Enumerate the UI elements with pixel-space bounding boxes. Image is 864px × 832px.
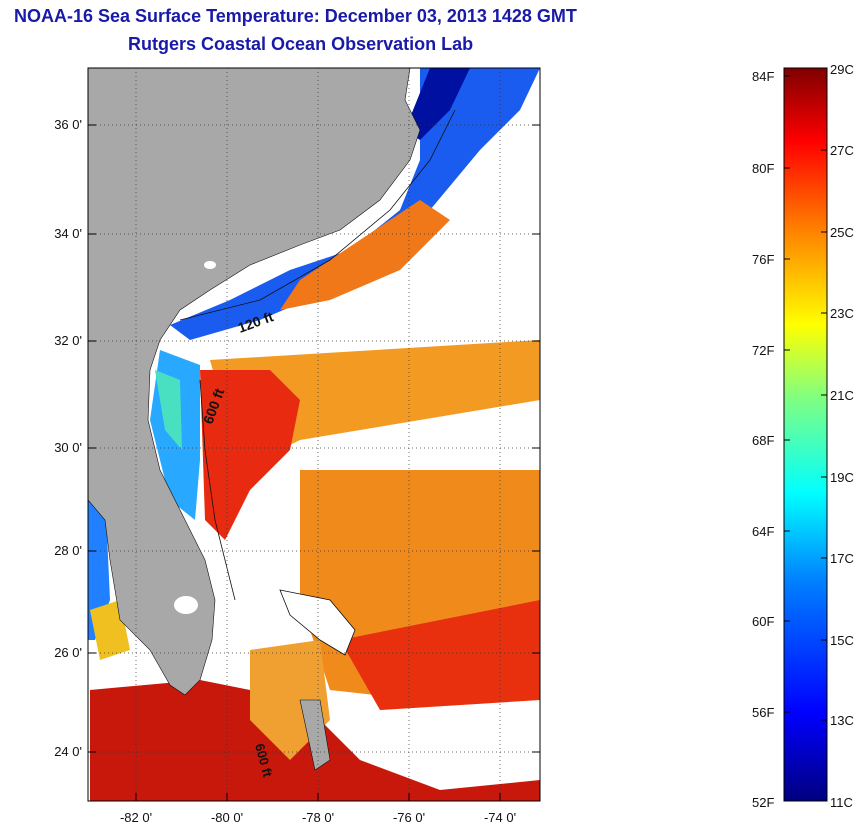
lon-label: -76 0' xyxy=(392,810,426,825)
lat-label: 34 0' xyxy=(54,226,82,241)
colorbar-label-f: 60F xyxy=(752,614,775,629)
lat-label: 36 0' xyxy=(54,117,82,132)
bahamas-bank xyxy=(279,589,356,656)
map-title: NOAA-16 Sea Surface Temperature: Decembe… xyxy=(14,6,577,26)
lat-label: 26 0' xyxy=(54,645,82,660)
shelf-cool-water xyxy=(170,68,540,340)
lat-label: 30 0' xyxy=(54,440,82,455)
colorbar-label-f: 72F xyxy=(752,343,775,358)
colorbar-label-c: 15C xyxy=(830,633,854,648)
land-mass xyxy=(88,68,421,696)
colorbar-label-c: 13C xyxy=(830,713,854,728)
graticule xyxy=(88,68,540,801)
colorbar-label-f: 68F xyxy=(752,433,775,448)
colorbar-label-f: 52F xyxy=(752,795,775,810)
map-frame xyxy=(87,67,541,802)
lat-label: 24 0' xyxy=(54,744,82,759)
lon-label: -74 0' xyxy=(483,810,517,825)
gulf-stream-core xyxy=(200,370,300,540)
lon-label: -80 0' xyxy=(210,810,244,825)
colorbar xyxy=(783,67,828,802)
isobath-600ft xyxy=(199,379,236,601)
colorbar-label-f: 84F xyxy=(752,69,775,84)
colorbar-label-c: 25C xyxy=(830,225,854,240)
colorbar-label-f: 64F xyxy=(752,524,775,539)
colorbar-label-c: 27C xyxy=(830,143,854,158)
colorbar-label-f: 56F xyxy=(752,705,775,720)
colorbar-label-c: 11C xyxy=(830,795,853,810)
colorbar-label-c: 17C xyxy=(830,551,854,566)
colorbar-label-f: 80F xyxy=(752,161,775,176)
lat-label: 32 0' xyxy=(54,333,82,348)
colorbar-label-f: 76F xyxy=(752,252,775,267)
map-subtitle: Rutgers Coastal Ocean Observation Lab xyxy=(128,34,474,54)
colorbar-label-c: 29C xyxy=(830,62,854,77)
colorbar-label-c: 19C xyxy=(830,470,854,485)
lon-label: -82 0' xyxy=(119,810,153,825)
isobath-120ft xyxy=(179,109,456,321)
lon-label: -78 0' xyxy=(301,810,335,825)
colorbar-label-c: 21C xyxy=(830,388,854,403)
colorbar-label-c: 23C xyxy=(830,306,854,321)
lat-label: 28 0' xyxy=(54,543,82,558)
